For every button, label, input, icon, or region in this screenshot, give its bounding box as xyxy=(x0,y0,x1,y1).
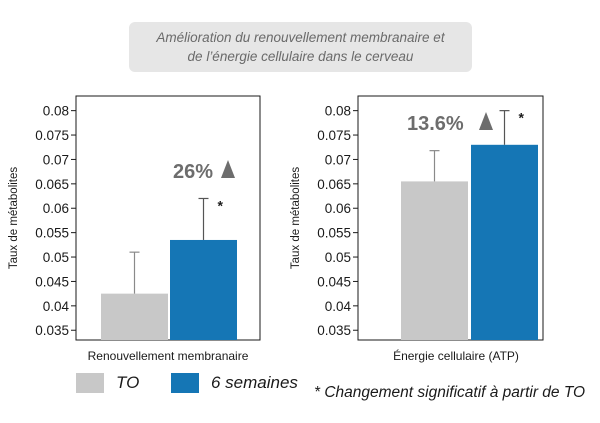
bar-6-semaines xyxy=(170,239,237,340)
y-tick-label: 0.055 xyxy=(317,226,351,241)
legend-item-6-semaines: 6 semaines xyxy=(171,373,298,393)
bar-6-semaines xyxy=(471,144,538,340)
y-tick-label: 0.075 xyxy=(317,128,351,143)
legend-label-to: TO xyxy=(116,373,140,392)
percent-change-label: 26% xyxy=(173,161,213,183)
percent-change-label: 13.6% xyxy=(407,113,464,135)
y-tick-label: 0.07 xyxy=(43,152,69,167)
y-tick-label: 0.04 xyxy=(325,299,352,314)
legend-swatch-6-semaines xyxy=(171,373,199,393)
chart-title-box: Amélioration du renouvellement membranai… xyxy=(129,22,472,72)
significance-footnote: * Changement significatif à partir de TO xyxy=(314,384,586,401)
significance-star: * xyxy=(519,110,525,126)
legend-swatch-to xyxy=(76,373,104,393)
chart-panel-2: 0.08 0.075 0.07 0.065 0.06 0.055 0.05 0.045 0.04… xyxy=(290,95,544,363)
increase-triangle-icon xyxy=(221,160,235,178)
x-axis-label: Renouvellement membranaire xyxy=(88,349,249,363)
y-tick-label: 0.06 xyxy=(325,201,351,216)
y-tick-label: 0.055 xyxy=(35,226,69,241)
y-tick-label: 0.075 xyxy=(35,128,69,143)
legend-label-6-semaines: 6 semaines xyxy=(211,373,298,392)
y-tick-label: 0.045 xyxy=(317,274,351,289)
increase-triangle-icon xyxy=(479,112,493,130)
x-axis-label: Énergie cellulaire (ATP) xyxy=(393,348,519,363)
legend-item-to: TO xyxy=(76,373,139,393)
chart-title-line-1: Amélioration du renouvellement membranai… xyxy=(156,30,445,45)
y-tick-label: 0.05 xyxy=(43,250,69,265)
chart-title-line-2: de l’énergie cellulaire dans le cerveau xyxy=(187,49,414,64)
significance-star: * xyxy=(218,197,224,213)
y-tick-label: 0.07 xyxy=(325,152,351,167)
y-tick-label: 0.065 xyxy=(317,177,351,192)
y-tick-label: 0.05 xyxy=(325,250,351,265)
y-tick-label: 0.08 xyxy=(325,104,351,119)
y-tick-label: 0.04 xyxy=(43,299,70,314)
bar-to xyxy=(101,293,168,340)
y-tick-label: 0.035 xyxy=(35,323,69,338)
y-tick-label: 0.045 xyxy=(35,274,69,289)
y-tick-label: 0.08 xyxy=(43,104,69,119)
y-axis-label: Taux de métabolites xyxy=(290,167,302,270)
bar-to xyxy=(401,181,468,340)
chart-panel-1: 0.08 0.075 0.07 0.065 0.06 0.055 0.05 0.045 0.04… xyxy=(8,95,261,363)
y-tick-label: 0.06 xyxy=(43,201,69,216)
y-tick-label: 0.065 xyxy=(35,177,69,192)
y-axis-label: Taux de métabolites xyxy=(8,167,20,270)
y-tick-label: 0.035 xyxy=(317,323,351,338)
